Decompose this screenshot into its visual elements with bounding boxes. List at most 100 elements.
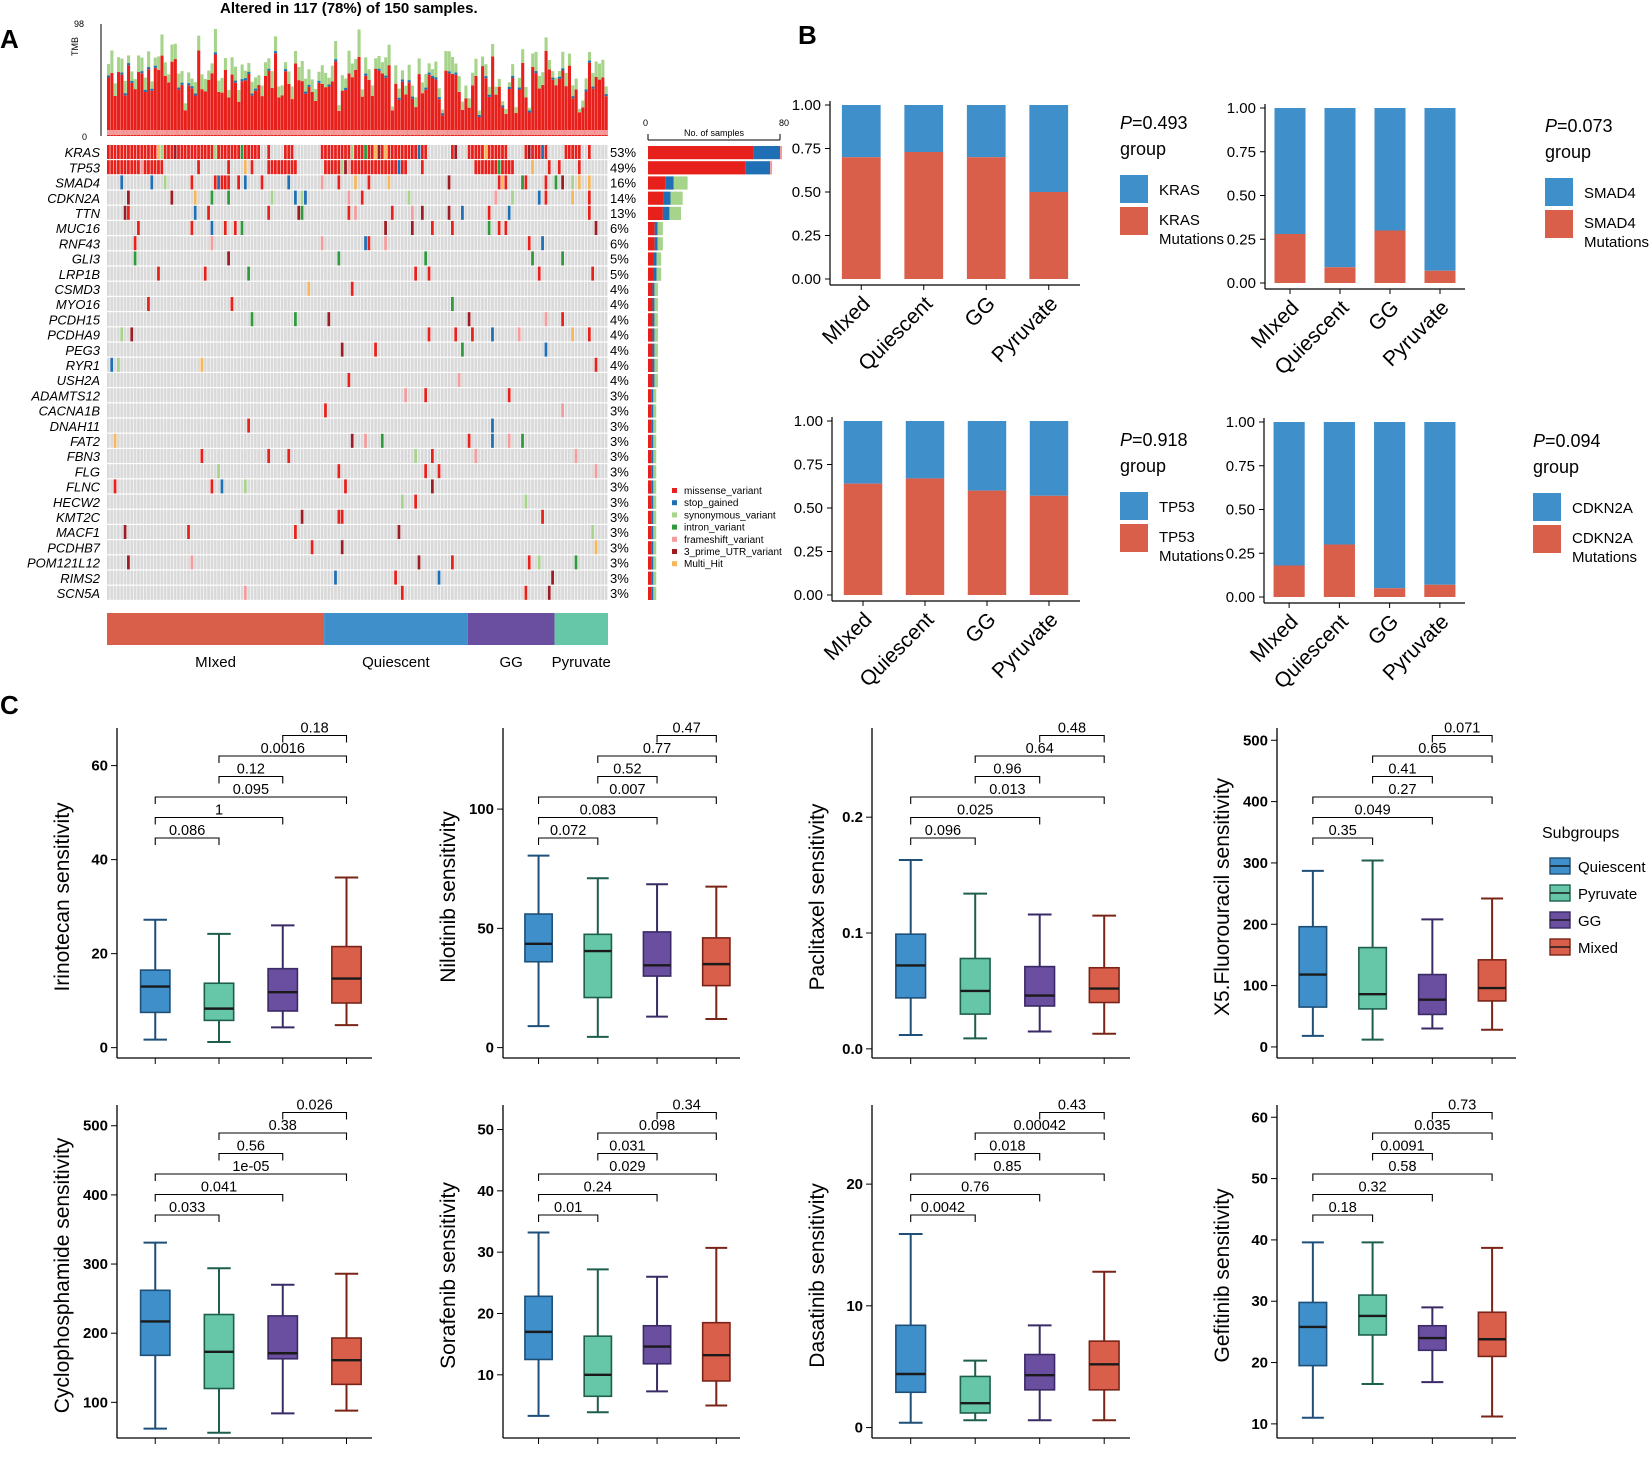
oncoplot-cell bbox=[113, 205, 117, 220]
mutation-mark bbox=[380, 160, 384, 175]
oncoplot-cell bbox=[521, 342, 524, 357]
oncoplot-cell bbox=[287, 403, 291, 418]
oncoplot-cell bbox=[230, 540, 234, 555]
oncoplot-cell bbox=[344, 403, 347, 418]
tmb-bar-stop bbox=[317, 80, 321, 83]
oncoplot-cell bbox=[397, 418, 401, 433]
mutation-mark bbox=[501, 175, 504, 190]
tmb-bar-synonymous bbox=[153, 57, 157, 68]
oncoplot-cell bbox=[390, 175, 394, 190]
oncoplot-cell bbox=[601, 327, 605, 342]
oncoplot-cell bbox=[451, 251, 454, 266]
oncoplot-cell bbox=[557, 433, 561, 448]
oncoplot-cell bbox=[504, 388, 508, 403]
tmb-bar-frameshift bbox=[337, 130, 341, 135]
mutation-mark bbox=[193, 145, 197, 159]
oncoplot-cell bbox=[464, 418, 468, 433]
oncoplot-cell bbox=[444, 175, 448, 190]
tmb-bar-synonymous bbox=[584, 78, 588, 92]
gene-label: SMAD4 bbox=[55, 176, 100, 191]
oncoplot-cell bbox=[330, 403, 334, 418]
oncoplot-cell bbox=[380, 297, 384, 311]
mutation-mark bbox=[587, 145, 591, 159]
oncoplot-cell bbox=[484, 373, 488, 387]
tmb-bar-missense bbox=[547, 69, 551, 136]
oncoplot-cell bbox=[183, 342, 187, 357]
oncoplot-cell bbox=[153, 342, 157, 357]
oncoplot-cell bbox=[430, 190, 434, 205]
oncoplot-cell bbox=[190, 479, 194, 494]
oncoplot-cell bbox=[501, 464, 504, 479]
oncoplot-cell bbox=[180, 236, 184, 251]
oncoplot-cell bbox=[434, 205, 438, 220]
oncoplot-cell bbox=[471, 525, 474, 539]
tmb-bar-synonymous bbox=[247, 62, 251, 74]
oncoplot-cell bbox=[591, 357, 595, 372]
tmb-bar-missense bbox=[534, 73, 538, 136]
tmb-bar-frameshift bbox=[324, 130, 328, 135]
oncoplot-cell bbox=[390, 251, 394, 266]
oncoplot-cell bbox=[427, 145, 431, 159]
oncoplot-cell bbox=[557, 403, 561, 418]
oncoplot-cell bbox=[110, 266, 114, 281]
oncoplot-cell bbox=[367, 312, 371, 327]
oncoplot-cell bbox=[410, 388, 414, 403]
tmb-bar-missense bbox=[584, 91, 588, 136]
oncoplot-cell bbox=[197, 418, 200, 433]
oncoplot-cell bbox=[400, 190, 404, 205]
oncoplot-cell bbox=[250, 525, 254, 539]
tmb-axis-min: 0 bbox=[82, 132, 87, 142]
tmb-bar-stop bbox=[107, 75, 111, 78]
oncoplot-cell bbox=[207, 175, 210, 190]
oncoplot-cell bbox=[591, 494, 595, 509]
oncoplot-cell bbox=[167, 464, 170, 479]
oncoplot-cell bbox=[587, 403, 591, 418]
oncoplot-cell bbox=[571, 373, 574, 387]
oncoplot-cell bbox=[287, 418, 291, 433]
oncoplot-cell bbox=[310, 433, 314, 448]
mutation-mark bbox=[250, 160, 254, 175]
oncoplot-cell bbox=[183, 418, 187, 433]
oncoplot-cell bbox=[574, 464, 578, 479]
oncoplot-cell bbox=[531, 205, 534, 220]
oncoplot-cell bbox=[567, 357, 571, 372]
count-bar-stop bbox=[651, 465, 654, 479]
oncoplot-cell bbox=[140, 357, 144, 372]
oncoplot-cell bbox=[280, 312, 284, 327]
oncoplot-cell bbox=[554, 251, 558, 266]
oncoplot-cell bbox=[534, 509, 538, 524]
oncoplot-cell bbox=[524, 373, 528, 387]
oncoplot-cell bbox=[217, 312, 220, 327]
oncoplot-cell bbox=[330, 433, 334, 448]
oncoplot-cell bbox=[521, 525, 524, 539]
oncoplot-cell bbox=[227, 312, 230, 327]
oncoplot-cell bbox=[347, 418, 351, 433]
mutation-mark bbox=[394, 160, 397, 175]
oncoplot-cell bbox=[367, 418, 371, 433]
mutation-mark bbox=[267, 145, 271, 159]
tmb-bar-missense bbox=[400, 81, 404, 136]
oncoplot-cell bbox=[461, 251, 464, 266]
mutation-mark bbox=[137, 221, 140, 235]
tmb-bar-missense bbox=[454, 74, 458, 136]
oncoplot-cell bbox=[280, 342, 284, 357]
oncoplot-cell bbox=[464, 221, 468, 235]
oncoplot-cell bbox=[461, 403, 464, 418]
count-bar-other bbox=[653, 434, 657, 448]
oncoplot-cell bbox=[584, 479, 588, 494]
mutation-mark bbox=[150, 145, 154, 159]
oncoplot-cell bbox=[360, 281, 364, 296]
oncoplot-cell bbox=[581, 190, 585, 205]
oncoplot-cell bbox=[561, 281, 564, 296]
oncoplot-cell bbox=[187, 494, 190, 509]
oncoplot-cell bbox=[233, 312, 237, 327]
tmb-bar-frameshift bbox=[274, 130, 278, 135]
oncoplot-cell bbox=[507, 494, 511, 509]
oncoplot-cell bbox=[274, 236, 277, 251]
oncoplot-cell bbox=[314, 509, 317, 524]
oncoplot-cell bbox=[481, 418, 484, 433]
oncoplot-cell bbox=[160, 297, 164, 311]
oncoplot-cell bbox=[367, 342, 371, 357]
oncoplot-cell bbox=[574, 266, 578, 281]
mutation-mark bbox=[120, 160, 124, 175]
